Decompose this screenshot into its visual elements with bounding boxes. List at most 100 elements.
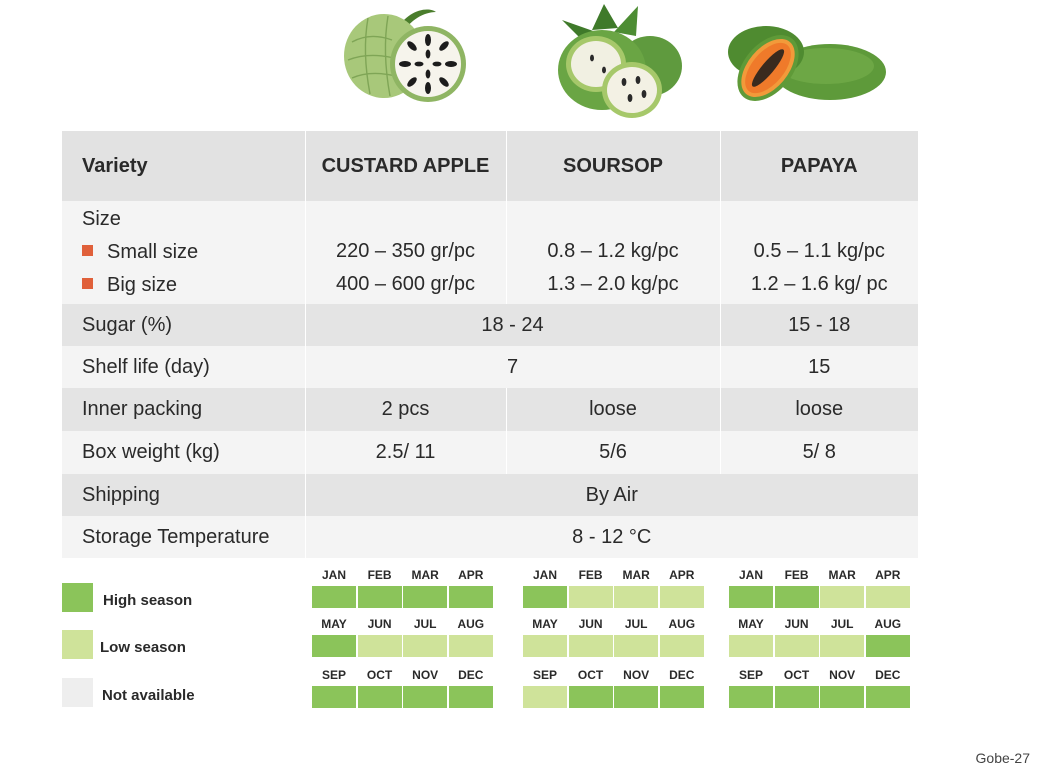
papaya-sugar: 15 - 18 <box>719 304 918 346</box>
month-row: SEP OCT NOV DEC <box>729 668 911 708</box>
season-bar-low <box>659 586 704 608</box>
bullet-icon <box>82 278 93 290</box>
custard-apple-image <box>344 9 466 102</box>
month-cell-aug: AUG <box>659 617 704 657</box>
season-bar-high <box>568 686 613 708</box>
season-bar-low <box>403 635 448 657</box>
soursop-small-size: 0.8 – 1.2 kg/pc <box>547 239 679 262</box>
big-size-item: Big size <box>82 269 305 302</box>
season-bar-high <box>729 586 773 608</box>
season-bar-low <box>729 635 773 657</box>
month-label: OCT <box>783 668 810 682</box>
soursop-header: SOURSOP <box>505 131 720 201</box>
season-bar-high <box>729 686 773 708</box>
table-header-row: Variety CUSTARD APPLE SOURSOP PAPAYA <box>62 131 918 201</box>
month-cell-jun: JUN <box>357 617 402 657</box>
month-cell-aug: AUG <box>448 617 493 657</box>
papaya-inner-packing: loose <box>719 388 918 431</box>
month-label: APR <box>669 568 695 582</box>
bullet-icon <box>82 245 93 257</box>
month-cell-apr: APR <box>448 568 493 608</box>
month-label: MAR <box>622 568 650 582</box>
season-bar-high <box>523 586 567 608</box>
box-weight-row: Box weight (kg) 2.5/ 11 5/6 5/ 8 <box>62 431 918 474</box>
season-bar-high <box>448 586 493 608</box>
month-row: JAN FEB MAR APR <box>312 568 494 608</box>
soursop-inner-packing: loose <box>505 388 720 431</box>
month-label: DEC <box>458 668 484 682</box>
month-row: MAY JUN JUL AUG <box>729 617 911 657</box>
month-row: JAN FEB MAR APR <box>729 568 911 608</box>
month-cell-sep: SEP <box>729 668 773 708</box>
month-label: JUL <box>413 617 437 631</box>
custard-size-cell: 220 – 350 gr/pc 400 – 600 gr/pc <box>304 201 506 304</box>
variety-header: Variety <box>62 131 305 201</box>
month-cell-jun: JUN <box>568 617 613 657</box>
legend-low-label: Low season <box>100 639 186 656</box>
month-label: FEB <box>578 568 603 582</box>
month-cell-sep: SEP <box>523 668 567 708</box>
season-bar-high <box>614 686 659 708</box>
season-bar-low <box>448 635 493 657</box>
season-bar-low <box>820 635 865 657</box>
shelf-life-row: Shelf life (day) 7 15 <box>62 346 918 388</box>
month-label: SEP <box>321 668 346 682</box>
season-bar-low <box>523 635 567 657</box>
box-weight-label: Box weight (kg) <box>62 431 305 474</box>
month-cell-feb: FEB <box>357 568 402 608</box>
month-label: DEC <box>669 668 695 682</box>
month-row: MAY JUN JUL AUG <box>523 617 705 657</box>
storage-value: 8 - 12 °C <box>304 516 918 558</box>
size-label: Size <box>82 208 121 230</box>
size-label-cell: Size Small size Big size <box>62 201 305 304</box>
month-label: FEB <box>784 568 809 582</box>
shipping-row: Shipping By Air <box>62 474 918 516</box>
size-row: Size Small size Big size 220 – 350 gr/pc… <box>62 201 918 304</box>
storage-row: Storage Temperature 8 - 12 °C <box>62 516 918 558</box>
month-label: JAN <box>321 568 346 582</box>
legend-na-label: Not available <box>102 687 195 704</box>
month-label: JAN <box>532 568 557 582</box>
month-label: JUN <box>578 617 603 631</box>
small-size-label: Small size <box>107 241 199 263</box>
custard-box-weight: 2.5/ 11 <box>304 431 506 474</box>
month-cell-aug: AUG <box>865 617 910 657</box>
month-cell-may: MAY <box>729 617 773 657</box>
papaya-small-size: 0.5 – 1.1 kg/pc <box>753 239 885 262</box>
month-row: SEP OCT NOV DEC <box>523 668 705 708</box>
custard-apple-header: CUSTARD APPLE <box>304 131 506 201</box>
month-label: MAY <box>738 617 764 631</box>
shipping-label: Shipping <box>62 474 305 516</box>
legend-low-swatch <box>62 630 93 659</box>
papaya-box-weight: 5/ 8 <box>719 431 918 474</box>
season-bar-high <box>659 686 704 708</box>
season-bar-high <box>403 586 448 608</box>
month-cell-jun: JUN <box>774 617 819 657</box>
month-row: JAN FEB MAR APR <box>523 568 705 608</box>
month-label: AUG <box>668 617 696 631</box>
season-bar-low <box>568 635 613 657</box>
month-label: NOV <box>829 668 856 682</box>
soursop-image <box>558 4 682 118</box>
month-label: AUG <box>457 617 485 631</box>
month-label: MAY <box>321 617 347 631</box>
season-bar-low <box>774 635 819 657</box>
month-cell-may: MAY <box>523 617 567 657</box>
month-cell-dec: DEC <box>448 668 493 708</box>
papaya-big-size: 1.2 – 1.6 kg/ pc <box>750 272 888 295</box>
month-label: SEP <box>532 668 557 682</box>
season-bar-high <box>357 686 402 708</box>
month-cell-sep: SEP <box>312 668 356 708</box>
month-cell-jul: JUL <box>614 617 659 657</box>
specification-table: Variety CUSTARD APPLE SOURSOP PAPAYA Siz… <box>62 131 918 558</box>
storage-label: Storage Temperature <box>62 516 305 558</box>
month-label: APR <box>458 568 484 582</box>
month-cell-may: MAY <box>312 617 356 657</box>
month-cell-mar: MAR <box>403 568 448 608</box>
legend-na-swatch <box>62 678 93 707</box>
month-cell-oct: OCT <box>568 668 613 708</box>
soursop-big-size: 1.3 – 2.0 kg/pc <box>547 272 679 295</box>
month-cell-dec: DEC <box>865 668 910 708</box>
season-bar-low <box>659 635 704 657</box>
month-label: JUL <box>624 617 648 631</box>
